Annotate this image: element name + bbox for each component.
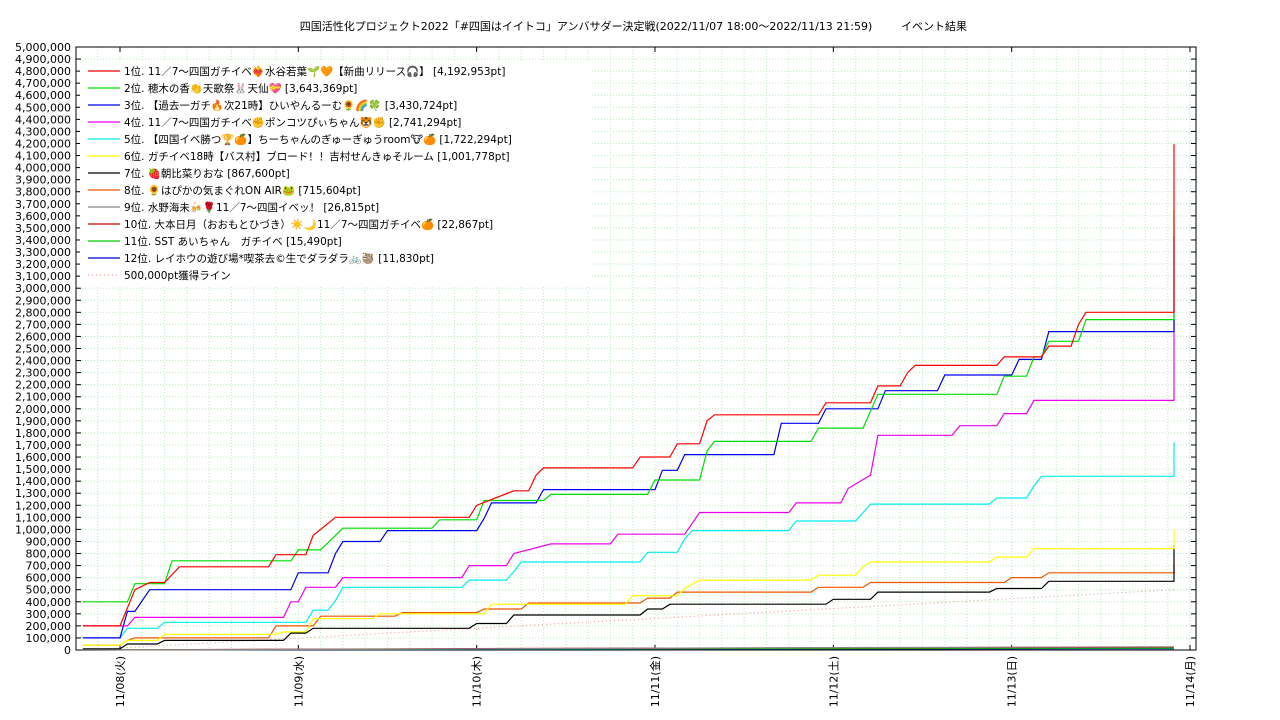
series-line: [82, 545, 1175, 650]
y-tick-label: 3,000,000: [15, 282, 71, 295]
y-tick-label: 2,900,000: [15, 294, 71, 307]
y-tick-label: 1,300,000: [15, 487, 71, 500]
series-line: [82, 442, 1175, 639]
y-tick-label: 1,200,000: [15, 499, 71, 512]
legend-label: 10位. 大本日月（おおもとひづき）☀️🌙11／7〜四国ガチイベ🍊 [22,86…: [124, 218, 493, 231]
y-tick-label: 4,100,000: [15, 150, 71, 163]
y-tick-label: 5,000,000: [15, 41, 71, 54]
legend-label: 9位. 水野海未🍻🌹11／7〜四国イベッ！ [26,815pt]: [124, 201, 379, 214]
y-tick-label: 3,700,000: [15, 198, 71, 211]
legend-label: 3位. 【過去一ガチ🔥次21時】ひいやんるーむ🌻🌈🍀 [3,430,724pt]: [124, 99, 457, 112]
series-line: [82, 319, 1175, 627]
y-tick-label: 3,900,000: [15, 174, 71, 187]
x-tick-label: 11/08(火): [114, 656, 127, 707]
legend: 1位. 11／7〜四国ガチイベ❤️‍🔥水谷若葉🌱🧡【新曲リリース🎧】 [4,19…: [80, 61, 590, 285]
x-tick-label: 11/12(土): [827, 656, 840, 707]
y-tick-label: 1,100,000: [15, 511, 71, 524]
y-tick-label: 3,800,000: [15, 186, 71, 199]
series-line: [82, 210, 1175, 603]
y-tick-label: 800,000: [26, 548, 72, 561]
legend-label: 1位. 11／7〜四国ガチイベ❤️‍🔥水谷若葉🌱🧡【新曲リリース🎧】 [4,19…: [124, 65, 505, 78]
x-tick-label: 11/11(金): [648, 656, 662, 707]
y-tick-label: 2,000,000: [15, 403, 71, 416]
y-tick-label: 1,400,000: [15, 475, 71, 488]
y-tick-label: 300,000: [26, 608, 72, 621]
y-tick-label: 1,800,000: [15, 427, 71, 440]
y-tick-label: 1,700,000: [15, 439, 71, 452]
legend-background: [80, 61, 590, 285]
y-axis: 0100,000200,000300,000400,000500,000600,…: [15, 41, 1196, 657]
y-tick-label: 3,400,000: [15, 234, 71, 247]
legend-label: 500,000pt獲得ライン: [124, 269, 231, 282]
series-line: [82, 563, 1175, 646]
legend-label: 8位. 🌻はぴかの気まぐれON AIR🐸 [715,604pt]: [124, 184, 361, 197]
x-tick-label: 11/10(木): [471, 656, 484, 707]
legend-label: 5位. 【四国イベ勝つ🏆🍊】ちーちゃんのぎゅーぎゅうroom🐮🍊 [1,722,…: [124, 133, 512, 146]
chart-subtitle: イベント結果: [901, 19, 967, 33]
y-tick-label: 4,500,000: [15, 101, 71, 114]
y-tick-label: 2,700,000: [15, 318, 71, 331]
y-tick-label: 4,900,000: [15, 53, 71, 66]
y-tick-label: 3,300,000: [15, 246, 71, 259]
y-tick-label: 0: [64, 644, 71, 657]
y-tick-label: 200,000: [26, 620, 72, 633]
y-tick-label: 2,800,000: [15, 306, 71, 319]
y-tick-label: 3,200,000: [15, 258, 71, 271]
y-tick-label: 700,000: [26, 560, 72, 573]
y-tick-label: 3,500,000: [15, 222, 71, 235]
series-line: [82, 236, 1175, 639]
legend-label: 2位. 穂木の香👏天歌祭🐰天仙💝 [3,643,369pt]: [124, 82, 357, 95]
y-tick-label: 4,700,000: [15, 77, 71, 90]
y-tick-label: 1,500,000: [15, 463, 71, 476]
y-tick-label: 4,300,000: [15, 125, 71, 138]
y-tick-label: 100,000: [26, 632, 72, 645]
y-tick-label: 500,000: [26, 584, 72, 597]
y-tick-label: 4,200,000: [15, 137, 71, 150]
legend-label: 11位. SST あいちゃん ガチイベ [15,490pt]: [124, 235, 342, 248]
y-tick-label: 600,000: [26, 572, 72, 585]
legend-label: 6位. ガチイベ18時【バス村】ブロード！！吉村せんきゅそルーム [1,001,…: [124, 150, 510, 163]
y-tick-label: 900,000: [26, 535, 72, 548]
legend-label: 12位. レイホウの遊び場*喫茶去©生でダラダラ🚲🦥 [11,830pt]: [124, 252, 434, 265]
y-tick-label: 2,400,000: [15, 355, 71, 368]
series-lines: [82, 144, 1175, 651]
y-tick-label: 4,600,000: [15, 89, 71, 102]
series-line: [82, 646, 1175, 651]
y-tick-label: 4,800,000: [15, 65, 71, 78]
x-tick-label: 11/14(月): [1184, 656, 1197, 707]
series-line: [82, 529, 1175, 646]
chart-title: 四国活性化プロジェクト2022「#四国はイイトコ」アンバサダー決定戦(2022/…: [300, 19, 873, 33]
y-tick-label: 400,000: [26, 596, 72, 609]
y-tick-label: 2,500,000: [15, 343, 71, 356]
y-tick-label: 4,400,000: [15, 113, 71, 126]
legend-label: 4位. 11／7〜四国ガチイベ✊ポンコツぴぃちゃん🐯✊ [2,741,294pt…: [124, 116, 461, 129]
x-axis: 11/08(火) 11/09(水) 11/10(木) 11/11(金) 11/12(土)…: [114, 47, 1197, 707]
y-tick-label: 1,600,000: [15, 451, 71, 464]
y-tick-label: 2,300,000: [15, 367, 71, 380]
y-tick-label: 1,900,000: [15, 415, 71, 428]
y-tick-label: 2,100,000: [15, 391, 71, 404]
y-tick-label: 3,100,000: [15, 270, 71, 283]
x-tick-label: 11/09(水): [292, 656, 305, 707]
x-tick-label: 11/13(日): [1006, 656, 1019, 707]
y-tick-label: 3,600,000: [15, 210, 71, 223]
y-tick-label: 4,000,000: [15, 162, 71, 175]
y-tick-label: 2,200,000: [15, 379, 71, 392]
y-tick-label: 1,000,000: [15, 523, 71, 536]
y-tick-label: 2,600,000: [15, 330, 71, 343]
series-line: [82, 144, 1175, 627]
legend-label: 7位. 🍓朝比菜りおな [867,600pt]: [124, 167, 290, 180]
